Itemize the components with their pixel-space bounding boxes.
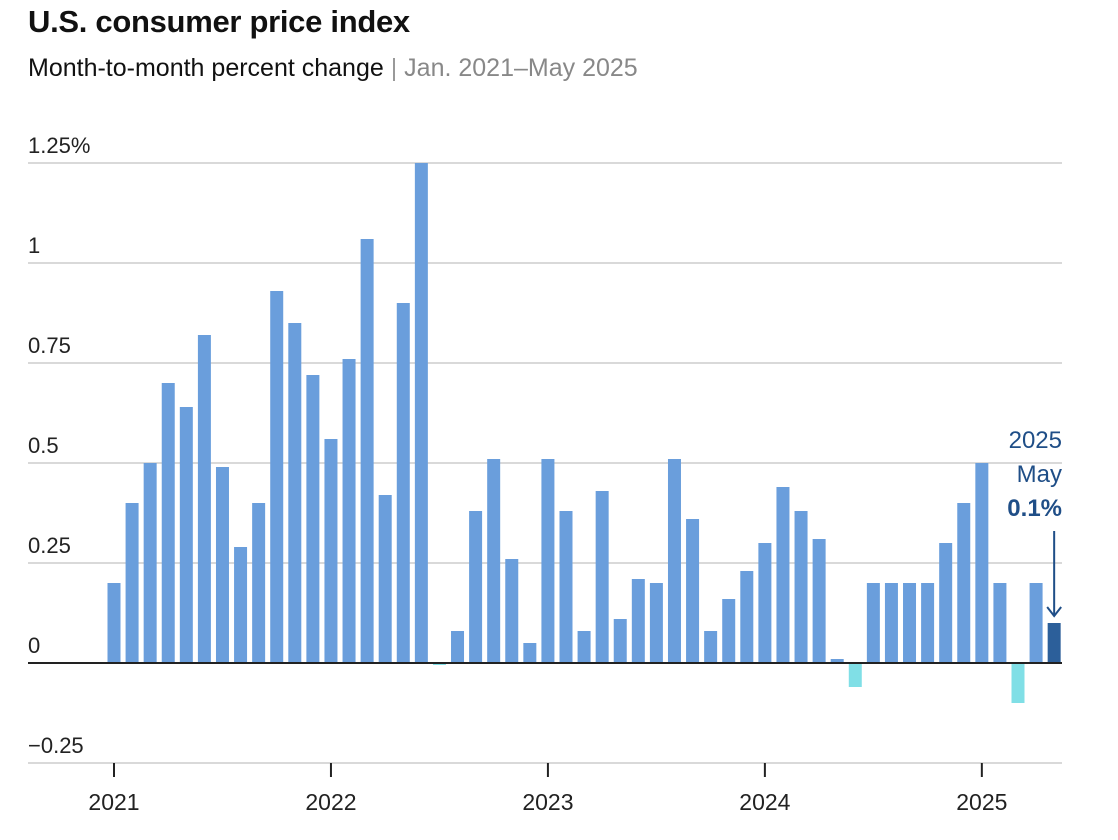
- x-tick-label: 2025: [956, 789, 1007, 815]
- bar: [360, 239, 374, 663]
- y-tick-label: 0.25: [28, 533, 71, 558]
- y-tick-label: 1.25%: [28, 133, 90, 158]
- bar: [667, 459, 681, 663]
- bar: [505, 559, 519, 663]
- bar: [577, 631, 591, 663]
- x-tick-label: 2023: [522, 789, 573, 815]
- bar: [107, 583, 121, 663]
- bar: [812, 539, 826, 663]
- bar: [631, 579, 645, 663]
- bar: [903, 583, 917, 663]
- bar: [1047, 623, 1061, 663]
- bar: [541, 459, 555, 663]
- y-tick-label: −0.25: [28, 733, 84, 758]
- bar: [414, 163, 428, 663]
- bar: [469, 511, 483, 663]
- annotation-arrow-head-icon: [1046, 606, 1062, 618]
- subtitle-main: Month-to-month percent change: [28, 54, 384, 82]
- bar: [161, 383, 175, 663]
- y-tick-label: 0: [28, 633, 40, 658]
- bar: [179, 407, 193, 663]
- bar: [270, 291, 284, 663]
- annotation-month: May: [1017, 461, 1062, 488]
- bar: [704, 631, 718, 663]
- bar: [613, 619, 627, 663]
- bar: [234, 547, 248, 663]
- bar: [523, 643, 537, 663]
- bar: [1029, 583, 1043, 663]
- bar: [722, 599, 736, 663]
- bar: [740, 571, 754, 663]
- bar: [342, 359, 356, 663]
- x-tick-label: 2021: [88, 789, 139, 815]
- bar: [306, 375, 320, 663]
- bar: [884, 583, 898, 663]
- bar: [215, 467, 229, 663]
- bar: [252, 503, 266, 663]
- y-tick-label: 0.75: [28, 333, 71, 358]
- bar: [451, 631, 465, 663]
- chart-subtitle: Month-to-month percent change | Jan. 202…: [28, 54, 638, 83]
- chart-title: U.S. consumer price index: [28, 4, 410, 39]
- bar: [830, 659, 844, 663]
- annotation-value: 0.1%: [1007, 495, 1062, 522]
- bar: [686, 519, 700, 663]
- x-tick-label: 2024: [739, 789, 790, 815]
- bar: [197, 335, 211, 663]
- bar: [324, 439, 338, 663]
- bar: [559, 511, 573, 663]
- bar: [794, 511, 808, 663]
- bar: [288, 323, 302, 663]
- bar: [776, 487, 790, 663]
- x-tick-label: 2022: [305, 789, 356, 815]
- bar: [758, 543, 772, 663]
- bar: [143, 463, 157, 663]
- bar: [866, 583, 880, 663]
- bar: [939, 543, 953, 663]
- bar: [595, 491, 609, 663]
- bar: [993, 583, 1007, 663]
- bar: [921, 583, 935, 663]
- bar: [975, 463, 989, 663]
- bar: [848, 663, 862, 687]
- y-tick-label: 0.5: [28, 433, 59, 458]
- bar: [378, 495, 392, 663]
- subtitle-separator: |: [390, 54, 398, 82]
- y-tick-label: 1: [28, 233, 40, 258]
- bar: [487, 459, 501, 663]
- bar: [125, 503, 139, 663]
- bar: [649, 583, 663, 663]
- annotation-year: 2025: [1009, 427, 1062, 454]
- bar: [396, 303, 410, 663]
- bar: [957, 503, 971, 663]
- bar: [1011, 663, 1025, 703]
- subtitle-range: Jan. 2021–May 2025: [404, 54, 638, 82]
